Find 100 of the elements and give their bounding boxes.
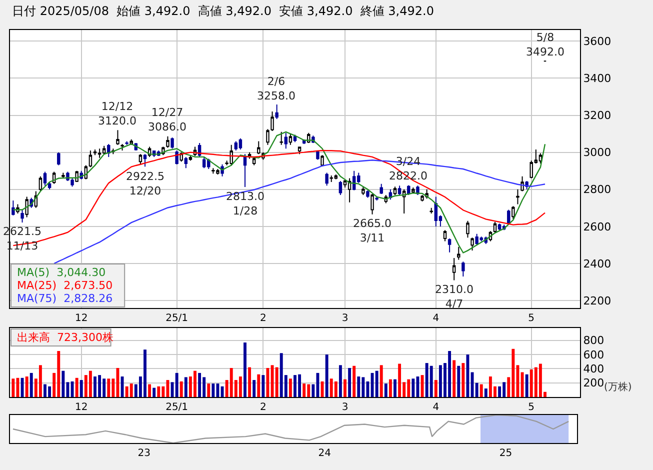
x-tick-label: 3: [342, 402, 348, 413]
candlestick: [398, 185, 402, 196]
candlestick: [275, 104, 278, 120]
y-tick-label: 2600: [583, 220, 612, 234]
candlestick: [188, 156, 192, 162]
x-tick-label: 25: [499, 448, 512, 459]
x-tick-label: 4: [432, 402, 440, 413]
candlestick: [170, 136, 174, 150]
y-tick-label: 3200: [583, 109, 612, 122]
candlestick: [266, 128, 270, 146]
candlestick: [62, 172, 65, 179]
candlestick: [270, 111, 274, 132]
candlestick: [316, 150, 320, 160]
y-tick-label: 3400: [583, 72, 612, 86]
candlestick: [443, 230, 447, 242]
bar: [320, 381, 324, 397]
candlestick: [393, 186, 397, 196]
bar: [384, 384, 388, 397]
bar: [262, 375, 265, 397]
y-tick-label: 3600: [583, 34, 612, 48]
y-tick-label: 2400: [583, 257, 612, 270]
bar: [434, 380, 438, 397]
bar: [248, 367, 252, 397]
bar: [412, 378, 415, 397]
candlestick: [143, 154, 147, 168]
candlestick: [434, 196, 438, 227]
bar: [38, 365, 42, 397]
bar: [520, 372, 524, 397]
bar: [80, 380, 83, 397]
candlestick: [512, 206, 515, 220]
y-tick-label: 400: [583, 362, 604, 376]
bar: [148, 384, 152, 397]
bar: [207, 384, 210, 397]
candlestick: [370, 194, 374, 215]
candlestick: [334, 174, 338, 180]
candlestick: [125, 140, 128, 146]
bar: [484, 388, 488, 397]
candlestick: [507, 209, 510, 226]
bar: [420, 375, 424, 397]
candlestick: [320, 154, 324, 166]
candlestick: [520, 176, 524, 192]
candlestick: [57, 152, 60, 166]
bar: [20, 378, 24, 397]
y-tick-label: 3000: [583, 146, 612, 160]
text: MA(25) 2,673.50: [17, 279, 113, 292]
bar: [334, 381, 338, 397]
bar: [70, 381, 74, 397]
y-tick-label: 800: [583, 334, 604, 348]
candlestick: [470, 237, 474, 252]
annotation: 2665.0 3/11: [353, 217, 392, 244]
bar: [212, 384, 215, 397]
candlestick: [457, 246, 460, 260]
bar: [275, 367, 278, 397]
candlestick: [184, 156, 188, 169]
candlestick: [120, 143, 124, 151]
candlestick: [338, 180, 342, 196]
x-tick-label: 12: [74, 402, 88, 413]
candlestick: [243, 154, 247, 188]
candlestick: [107, 143, 110, 158]
annotation: 12/12 3120.0: [98, 100, 136, 128]
y-tick-label: 200: [583, 376, 604, 390]
x-tick-label: 3: [342, 313, 348, 324]
candlestick: [412, 187, 415, 194]
y-tick-label: 600: [583, 348, 604, 362]
x-tick-label: 24: [318, 448, 332, 459]
bar: [252, 380, 256, 397]
bar: [120, 376, 124, 397]
annotation: 2/6 3258.0: [257, 75, 296, 102]
candlestick: [325, 172, 328, 186]
chart-title: 日付 2025/05/08 始値 3,492.0 高値 3,492.0 安値 3,492.0 終値 3,492.0: [12, 4, 434, 18]
candlestick: [362, 186, 365, 196]
candlestick: [166, 136, 170, 148]
bar: [375, 370, 378, 397]
bar: [394, 379, 396, 397]
bar: [130, 384, 133, 397]
bar: [88, 370, 92, 397]
candlestick: [516, 188, 520, 205]
y-axis-title: (万株): [604, 381, 632, 393]
x-tick-label: 2: [260, 402, 266, 413]
candlestick: [298, 146, 302, 155]
x-tick-label: 5: [528, 313, 535, 324]
bar: [380, 365, 383, 397]
annotation: 2922.5 12/20: [126, 170, 164, 198]
x-tick-label: 5: [528, 402, 535, 413]
bar: [12, 378, 15, 397]
candlestick: [93, 149, 97, 156]
bar: [152, 388, 156, 397]
y-tick-label: 2800: [583, 183, 612, 196]
bar: [244, 342, 246, 397]
annotation: 12/27 3086.0: [148, 106, 186, 134]
bar: [75, 378, 78, 397]
candlestick: [402, 188, 406, 214]
text: MA(5) 3,044.30: [17, 266, 106, 279]
bar: [220, 386, 224, 397]
bar: [30, 372, 33, 397]
bar: [198, 372, 202, 397]
text: MA(75) 2,828.26: [17, 292, 113, 305]
bar: [325, 354, 328, 397]
bar: [62, 370, 65, 397]
annotation: 2813.0 1/28: [226, 190, 264, 218]
